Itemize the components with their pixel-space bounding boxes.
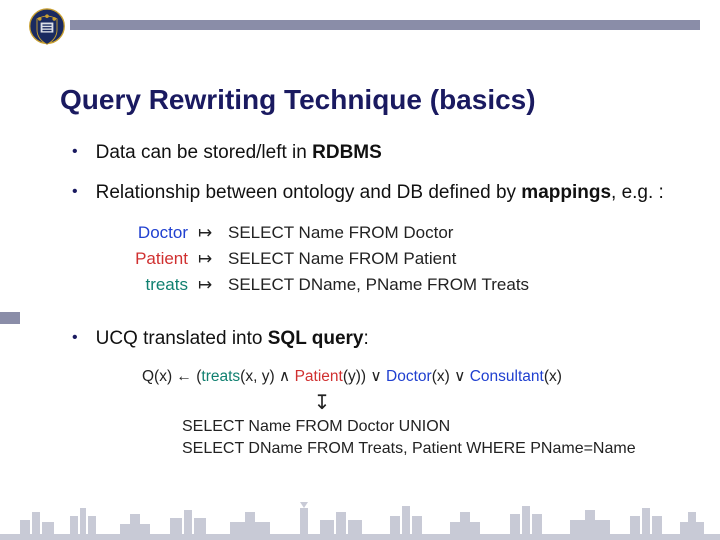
oxford-crest-icon <box>28 8 66 48</box>
formula-consultant-args: (x) <box>544 368 562 385</box>
bullet-dot-icon: • <box>72 140 78 164</box>
formula-patient-args: (y)) ∨ <box>343 368 386 385</box>
oxford-skyline-icon <box>0 502 720 540</box>
bullet-3-text: UCQ translated into SQL query: <box>96 326 369 352</box>
bullet-3-bold: SQL query <box>268 328 364 349</box>
header-accent-bar <box>70 20 700 30</box>
mapping-sql: SELECT Name FROM Doctor <box>228 220 453 246</box>
bullet-dot-icon: • <box>72 180 78 204</box>
sql-result-block: SELECT Name FROM Doctor UNION SELECT DNa… <box>182 416 680 460</box>
formula-consultant: Consultant <box>470 368 544 385</box>
mapsto-icon: ↦ <box>198 220 228 246</box>
mapping-sql: SELECT DName, PName FROM Treats <box>228 272 529 298</box>
formula-patient: Patient <box>295 368 343 385</box>
slide-content: • Data can be stored/left in RDBMS • Rel… <box>72 140 680 460</box>
mapping-sql: SELECT Name FROM Patient <box>228 246 456 272</box>
formula-treats: treats <box>201 368 240 385</box>
bullet-1: • Data can be stored/left in RDBMS <box>72 140 680 166</box>
down-arrow-icon: ↧ <box>72 392 572 414</box>
sql-line-2: SELECT DName FROM Treats, Patient WHERE … <box>182 438 680 460</box>
mapping-row: Doctor ↦ SELECT Name FROM Doctor <box>118 220 680 246</box>
bullet-2-prefix: Relationship between ontology and DB def… <box>96 182 522 203</box>
bullet-3-prefix: UCQ translated into <box>96 328 268 349</box>
bullet-2-suffix: , e.g. : <box>611 182 664 203</box>
formula-doctor-args: (x) ∨ <box>432 368 470 385</box>
bullet-2-text: Relationship between ontology and DB def… <box>96 180 664 206</box>
formula-doctor: Doctor <box>386 368 432 385</box>
mappings-block: Doctor ↦ SELECT Name FROM Doctor Patient… <box>118 220 680 298</box>
mapsto-icon: ↦ <box>198 246 228 272</box>
sql-line-1: SELECT Name FROM Doctor UNION <box>182 416 680 438</box>
mapping-row: Patient ↦ SELECT Name FROM Patient <box>118 246 680 272</box>
bullet-2-bold: mappings <box>521 182 611 203</box>
bullet-dot-icon: • <box>72 326 78 350</box>
bullet-3-suffix: : <box>363 328 368 349</box>
ucq-formula: Q(x) ← (treats(x, y) ∧ Patient(y)) ∨ Doc… <box>142 366 680 460</box>
formula-q: Q(x) ← ( <box>142 368 201 385</box>
bullet-1-text: Data can be stored/left in RDBMS <box>96 140 382 166</box>
bullet-1-prefix: Data can be stored/left in <box>96 142 313 163</box>
slide-title: Query Rewriting Technique (basics) <box>60 84 536 116</box>
bullet-3: • UCQ translated into SQL query: <box>72 326 680 352</box>
formula-treats-args: (x, y) ∧ <box>240 368 294 385</box>
mapping-row: treats ↦ SELECT DName, PName FROM Treats <box>118 272 680 298</box>
formula-line: Q(x) ← (treats(x, y) ∧ Patient(y)) ∨ Doc… <box>142 366 680 388</box>
bullet-1-bold: RDBMS <box>312 142 382 163</box>
mapping-key-treats: treats <box>118 272 198 298</box>
left-accent-block <box>0 312 20 324</box>
mapping-key-doctor: Doctor <box>118 220 198 246</box>
mapsto-icon: ↦ <box>198 272 228 298</box>
mapping-key-patient: Patient <box>118 246 198 272</box>
bullet-2: • Relationship between ontology and DB d… <box>72 180 680 206</box>
